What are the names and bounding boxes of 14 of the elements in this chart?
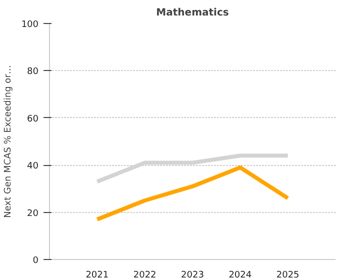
x-tick-label: 2025 [276, 270, 300, 280]
y-tick-label: 60 [27, 114, 39, 124]
y-axis-title: Next Gen MCAS % Exceeding or… [3, 65, 14, 218]
x-tick-label: 2021 [86, 270, 109, 280]
x-tick-label: 2023 [181, 270, 204, 280]
x-tick-label: 2022 [133, 270, 156, 280]
line-series [95, 165, 290, 222]
y-tick-label: 20 [27, 208, 39, 219]
chart-title: Mathematics [156, 8, 229, 18]
y-tick-label: 0 [32, 256, 39, 266]
y-tick-label: 40 [27, 162, 39, 172]
x-tick-label: 2024 [228, 270, 252, 280]
y-tick-label: 80 [27, 67, 39, 78]
y-tick-label: 100 [21, 20, 39, 30]
